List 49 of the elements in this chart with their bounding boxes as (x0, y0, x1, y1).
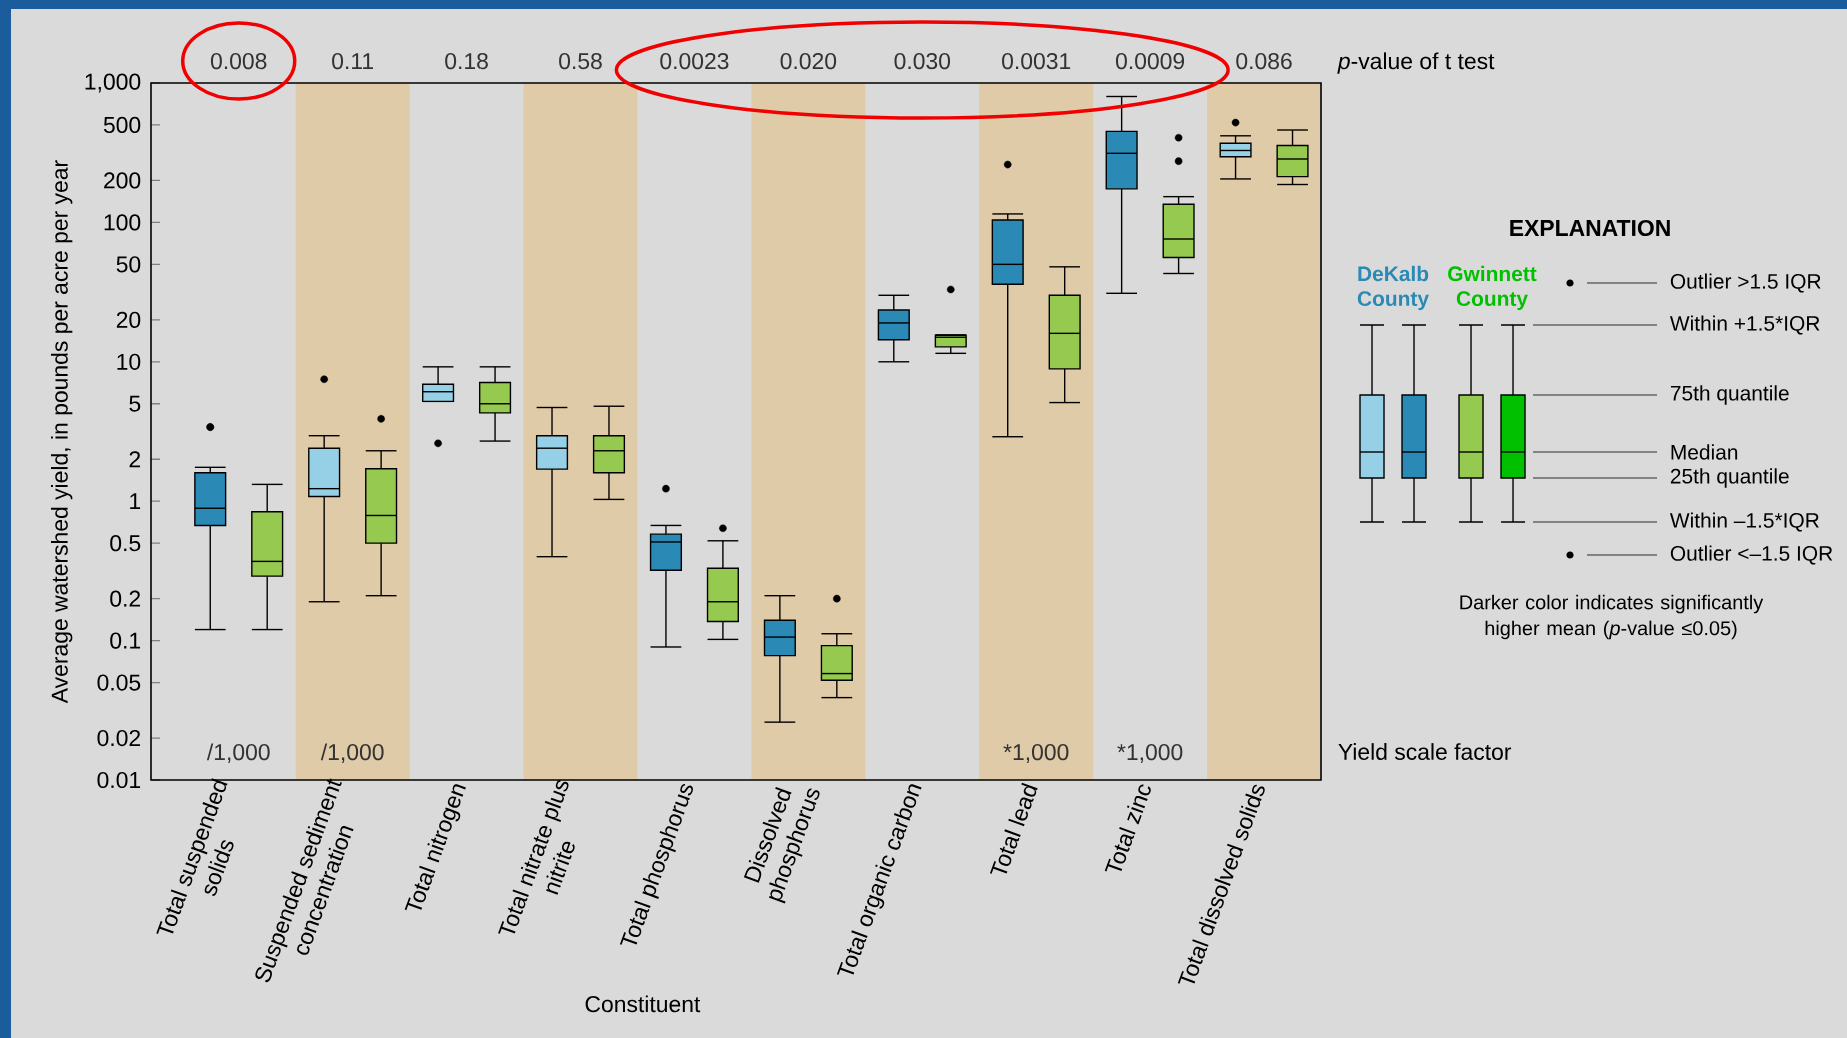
text: Within +1.5*IQR (1669, 315, 1820, 335)
annotation: /1,000 (206, 743, 270, 763)
y-tick-label: 50 (116, 256, 141, 273)
text: 0.0023 (660, 52, 729, 70)
y-tick-label: 10 (117, 353, 141, 370)
y-tick-label: 500 (103, 116, 141, 134)
y-tick-label: 1 (130, 493, 141, 510)
text: p-value of t test (1337, 52, 1495, 74)
text: DeKalb County (1357, 265, 1429, 311)
y-tick-label: 5 (129, 395, 141, 412)
y-tick-label: 1,000 (85, 73, 141, 93)
y-tick-label: 0.5 (110, 535, 141, 552)
y-tick-label: 20 (116, 311, 141, 328)
legend-title: EXPLANATION (1510, 219, 1670, 237)
text: 0.0009 (1115, 52, 1185, 70)
annotation: *1,000 (1003, 744, 1069, 763)
y-tick-label: 200 (104, 172, 141, 189)
y-tick-label: 0.2 (110, 590, 141, 607)
text: 75th quantile (1670, 385, 1789, 405)
text: Yield scale factor (1338, 743, 1512, 760)
annotation: /1,000 (320, 743, 384, 763)
text: Median (1671, 444, 1738, 460)
text: Outlier <–1.5 IQR (1670, 545, 1833, 565)
x-tick-label: Total lead (989, 782, 1038, 874)
x-tick-label: Total nitrate plus nitrite (498, 780, 575, 934)
text: Darker color indicates significantly higher mean (p-value ≤0.05) (1460, 594, 1764, 640)
text: 0.030 (894, 52, 951, 70)
y-tick-label: 0.1 (110, 632, 141, 649)
text: 25th quantile (1670, 468, 1789, 488)
y-tick-label: 2 (129, 451, 141, 468)
text: 0.0031 (1002, 52, 1071, 70)
annotation: *1,000 (1117, 744, 1183, 763)
x-axis-title: Constituent (585, 995, 701, 1013)
x-tick-label: Total organic carbon (836, 784, 922, 975)
text: 0.58 (559, 52, 602, 70)
text: Gwinnett County (1448, 265, 1537, 311)
text: 0.18 (445, 52, 488, 70)
y-tick-label: 0.05 (97, 674, 141, 691)
x-tick-label: Total zinc (1104, 784, 1151, 872)
text: 0.020 (780, 52, 837, 70)
y-tick-label: 100 (104, 214, 141, 231)
text: Outlier >1.5 IQR (1670, 273, 1821, 293)
y-tick-label: 0.02 (97, 729, 141, 747)
text: 0.008 (210, 52, 267, 70)
y-tick-label: 0.01 (97, 771, 141, 789)
text: 0.086 (1236, 52, 1292, 70)
text: Within –1.5*IQR (1669, 512, 1819, 532)
y-axis-title: Average watershed yield, in pounds per acre per year (50, 160, 73, 704)
text: 0.11 (332, 52, 373, 70)
